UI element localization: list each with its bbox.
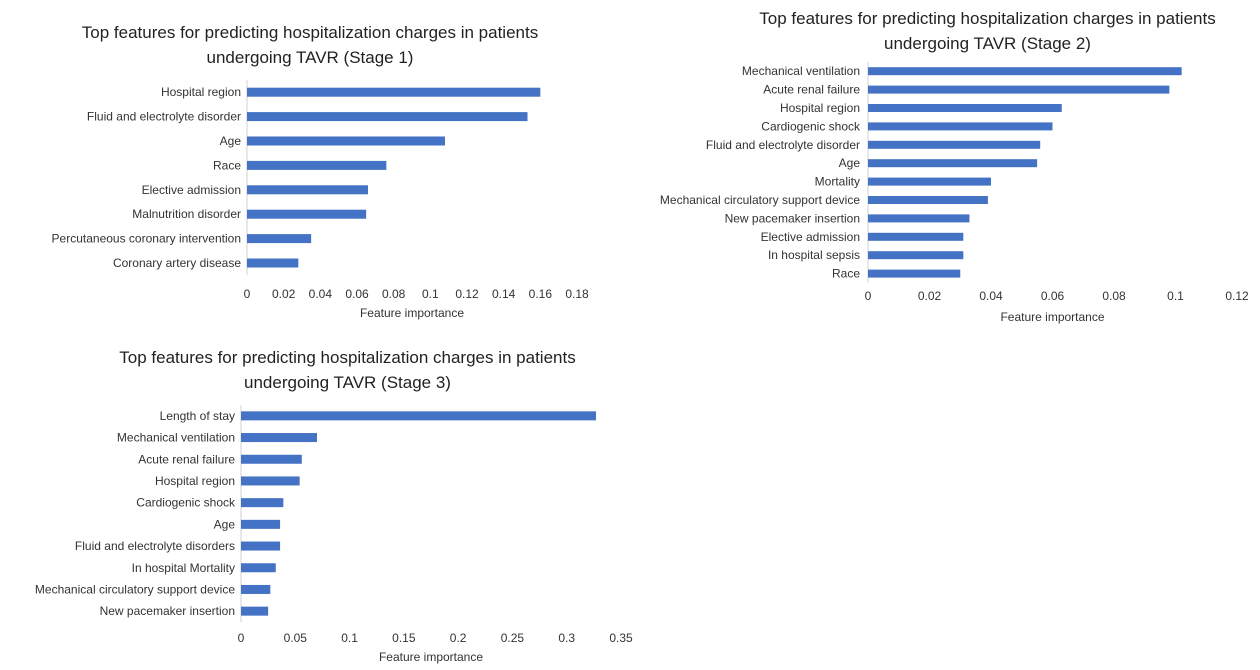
category-label: Age bbox=[839, 156, 861, 170]
x-tick-label: 0.04 bbox=[309, 287, 333, 301]
bar bbox=[247, 136, 445, 146]
x-tick-label: 0.02 bbox=[918, 289, 942, 303]
bar bbox=[247, 258, 299, 268]
category-label: Mechanical ventilation bbox=[742, 64, 860, 78]
bar bbox=[868, 251, 964, 260]
bar bbox=[868, 159, 1038, 168]
bar bbox=[241, 584, 271, 594]
x-tick-label: 0.1 bbox=[341, 631, 358, 645]
category-label: Elective admission bbox=[142, 183, 241, 197]
x-axis-title: Feature importance bbox=[360, 306, 464, 320]
x-tick-label: 0.04 bbox=[979, 289, 1003, 303]
category-label: Mortality bbox=[815, 175, 860, 189]
bar bbox=[868, 104, 1062, 112]
x-tick-label: 0 bbox=[238, 631, 245, 645]
bar bbox=[241, 476, 300, 486]
x-axis-title: Feature importance bbox=[1000, 310, 1104, 324]
category-label: Cardiogenic shock bbox=[136, 496, 236, 510]
category-label: Elective admission bbox=[761, 230, 860, 244]
bar bbox=[247, 160, 387, 170]
category-label: Fluid and electrolyte disorder bbox=[87, 110, 241, 124]
bar bbox=[241, 498, 284, 508]
category-label: Hospital region bbox=[155, 474, 235, 488]
bar bbox=[868, 67, 1182, 76]
bar bbox=[868, 196, 988, 204]
category-label: Age bbox=[220, 134, 242, 148]
category-label: Acute renal failure bbox=[763, 83, 860, 97]
bar bbox=[247, 234, 312, 244]
chart-stage-1: Top features for predicting hospitalizat… bbox=[0, 0, 620, 330]
x-tick-label: 0 bbox=[244, 287, 251, 301]
chart-stage-2: Top features for predicting hospitalizat… bbox=[620, 0, 1260, 335]
category-label: Race bbox=[832, 267, 860, 281]
bar bbox=[868, 85, 1170, 94]
bar bbox=[241, 454, 302, 464]
category-label: New pacemaker insertion bbox=[100, 604, 235, 618]
x-tick-label: 0.05 bbox=[284, 631, 308, 645]
category-label: Cardiogenic shock bbox=[761, 119, 861, 133]
x-tick-label: 0.12 bbox=[455, 287, 479, 301]
x-tick-label: 0.3 bbox=[558, 631, 575, 645]
category-label: Coronary artery disease bbox=[113, 256, 241, 270]
bar bbox=[868, 140, 1041, 149]
bar bbox=[241, 411, 597, 421]
x-tick-label: 0.16 bbox=[529, 287, 553, 301]
x-tick-label: 0.18 bbox=[565, 287, 589, 301]
bar bbox=[241, 606, 269, 616]
category-label: Mechanical circulatory support device bbox=[35, 582, 235, 596]
x-tick-label: 0.1 bbox=[1167, 289, 1184, 303]
category-label: Fluid and electrolyte disorders bbox=[75, 539, 235, 553]
x-tick-label: 0.06 bbox=[1041, 289, 1065, 303]
bar bbox=[247, 185, 368, 195]
x-axis-title: Feature importance bbox=[379, 650, 483, 664]
x-tick-label: 0.02 bbox=[272, 287, 296, 301]
bar bbox=[241, 563, 276, 573]
category-label: Mechanical circulatory support device bbox=[660, 193, 860, 207]
bar bbox=[241, 433, 317, 443]
chart-title: Top features for predicting hospitalizat… bbox=[759, 9, 1216, 53]
x-tick-label: 0.2 bbox=[450, 631, 467, 645]
category-label: Acute renal failure bbox=[138, 452, 235, 466]
chart-title: Top features for predicting hospitalizat… bbox=[81, 23, 539, 67]
x-tick-label: 0.25 bbox=[501, 631, 525, 645]
category-label: New pacemaker insertion bbox=[725, 211, 860, 225]
bar bbox=[868, 177, 991, 186]
bar bbox=[868, 232, 964, 241]
x-tick-label: 0.14 bbox=[492, 287, 516, 301]
bar bbox=[868, 269, 961, 278]
x-tick-label: 0 bbox=[865, 289, 872, 303]
category-label: Age bbox=[214, 517, 236, 531]
chart-canvas: Length of stay Mechanical ventilation Acut… bbox=[35, 405, 633, 664]
x-tick-label: 0.08 bbox=[382, 287, 406, 301]
chart-canvas: Hospital region Fluid and electrolyte dis… bbox=[52, 80, 589, 320]
bar bbox=[241, 541, 281, 551]
chart-stage-3: Top features for predicting hospitalizat… bbox=[0, 335, 640, 670]
x-tick-label: 0.08 bbox=[1102, 289, 1126, 303]
x-tick-label: 0.06 bbox=[345, 287, 369, 301]
bar bbox=[868, 214, 970, 223]
category-label: In hospital sepsis bbox=[768, 248, 860, 262]
category-label: Percutaneous coronary intervention bbox=[52, 232, 241, 246]
chart-title: Top features for predicting hospitalizat… bbox=[119, 348, 576, 392]
chart-canvas: Mechanical ventilation Acute renal failur… bbox=[660, 62, 1249, 324]
category-label: Length of stay bbox=[160, 409, 235, 423]
bar bbox=[868, 122, 1053, 131]
x-tick-label: 0.1 bbox=[422, 287, 439, 301]
category-label: Race bbox=[213, 158, 241, 172]
x-tick-label: 0.35 bbox=[609, 631, 633, 645]
category-label: Malnutrition disorder bbox=[132, 207, 241, 221]
category-label: Fluid and electrolyte disorder bbox=[706, 138, 860, 152]
bar bbox=[247, 112, 528, 122]
bar bbox=[241, 519, 281, 529]
x-tick-label: 0.12 bbox=[1225, 289, 1249, 303]
x-tick-label: 0.15 bbox=[392, 631, 416, 645]
bar bbox=[247, 87, 541, 97]
category-label: Mechanical ventilation bbox=[117, 431, 235, 445]
category-label: Hospital region bbox=[780, 101, 860, 115]
category-label: In hospital Mortality bbox=[132, 561, 235, 575]
bar bbox=[247, 209, 367, 219]
category-label: Hospital region bbox=[161, 85, 241, 99]
